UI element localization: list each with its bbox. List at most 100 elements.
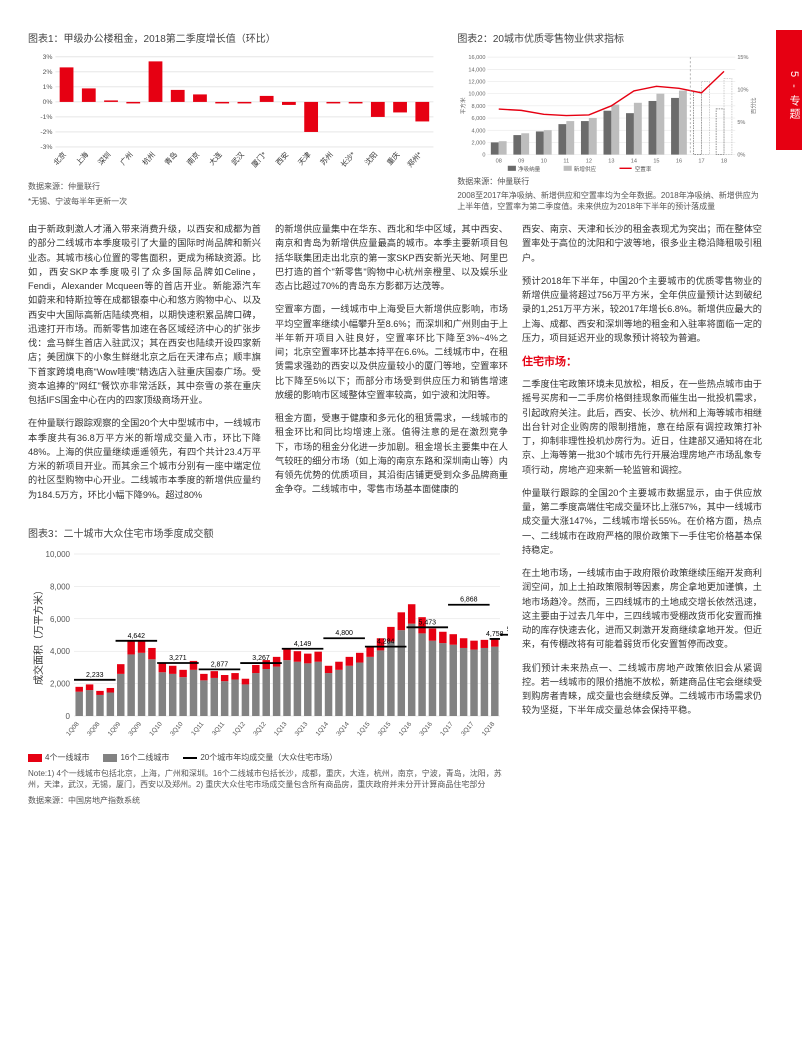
svg-text:15: 15: [654, 159, 660, 165]
svg-text:4,284: 4,284: [377, 638, 395, 645]
chart3-title: 图表3：二十城市大众住宅市场季度成交额: [28, 525, 508, 540]
svg-text:1Q17: 1Q17: [439, 720, 455, 737]
svg-text:3Q10: 3Q10: [169, 720, 185, 737]
svg-text:3Q11: 3Q11: [211, 720, 227, 737]
svg-text:3Q08: 3Q08: [86, 720, 102, 737]
svg-text:净吸纳量: 净吸纳量: [518, 165, 541, 173]
svg-text:18: 18: [721, 159, 727, 165]
svg-text:08: 08: [496, 159, 502, 165]
c3p6: 我们预计未来热点一、二线城市房地产政策依旧会从紧调控。若一线城市的限价措施不放松…: [522, 661, 762, 718]
svg-text:成交面积（万平方米）: 成交面积（万平方米）: [32, 585, 45, 685]
chart3-block: 图表3：二十城市大众住宅市场季度成交额 02,0004,0006,0008,00…: [28, 525, 508, 807]
col1: 由于新政刺激人才涌入带来消费升级，以西安和成都为首的部分二线城市本季度吸引了大量…: [28, 222, 261, 511]
svg-text:12: 12: [586, 159, 592, 165]
lg-ln-label: 20个城市年均成交量（大众住宅市场）: [200, 753, 337, 762]
svg-text:14,000: 14,000: [469, 67, 486, 73]
chart2-svg: 02,0004,0006,0008,00010,00012,00014,0001…: [457, 51, 762, 173]
chart3-note: Note:1) 4个一线城市包括北京，上海，广州和深圳。16个二线城市包括长沙，…: [28, 768, 508, 790]
svg-text:郑州*: 郑州*: [405, 150, 424, 169]
c3p3: 二季度住宅政策环境未见放松，相反，在一些热点城市由于摇号买房和一二手房价格倒挂现…: [522, 377, 762, 477]
chart1-note: *无锡、宁波每半年更新一次: [28, 197, 439, 207]
svg-text:1Q08: 1Q08: [65, 720, 81, 737]
c2p3: 租金方面，受惠于健康和多元化的租赁需求，一线城市的租金环比和同比均增速上涨。值得…: [275, 411, 508, 497]
svg-text:1Q11: 1Q11: [190, 720, 206, 737]
c1p1: 由于新政刺激人才涌入带来消费升级，以西安和成都为首的部分二线城市本季度吸引了大量…: [28, 222, 261, 407]
svg-text:2,877: 2,877: [211, 661, 229, 668]
svg-text:11: 11: [564, 159, 570, 165]
c3p4: 仲量联行跟踪的全国20个主要城市数据显示，由于供应放量，第二季度高端住宅成交量环…: [522, 486, 762, 557]
svg-text:3Q12: 3Q12: [252, 720, 268, 737]
svg-text:6,000: 6,000: [50, 615, 71, 624]
svg-text:0%: 0%: [43, 99, 53, 106]
svg-text:2,000: 2,000: [50, 679, 71, 688]
svg-text:3Q15: 3Q15: [377, 720, 393, 737]
svg-text:1Q14: 1Q14: [315, 720, 331, 737]
svg-text:上海: 上海: [74, 150, 91, 167]
residential-hd: 住宅市场：: [522, 354, 762, 371]
chart3-source: 数据来源：中国房地产指数系统: [28, 795, 508, 806]
svg-text:17: 17: [699, 159, 705, 165]
svg-text:重庆: 重庆: [385, 150, 402, 167]
svg-text:1%: 1%: [43, 84, 53, 91]
svg-text:6,000: 6,000: [472, 116, 486, 122]
svg-text:2,233: 2,233: [86, 672, 104, 679]
svg-text:广州: 广州: [118, 150, 134, 167]
col3: 西安、南京、天津和长沙的租金表现尤为突出；而在整体空置率处于高位的沈阳和宁波等地…: [522, 222, 762, 806]
svg-text:4,149: 4,149: [294, 641, 312, 648]
chart1-block: 图表1：甲级办公楼租金，2018第二季度增长值（环比） -3%-2%-1%0%1…: [28, 30, 439, 212]
svg-text:1Q12: 1Q12: [231, 720, 247, 737]
svg-text:1Q16: 1Q16: [398, 720, 414, 737]
svg-text:5,017: 5,017: [507, 627, 508, 634]
svg-text:5,473: 5,473: [419, 619, 437, 626]
svg-text:1Q15: 1Q15: [356, 720, 372, 737]
svg-text:16: 16: [676, 159, 682, 165]
chart1-title: 图表1：甲级办公楼租金，2018第二季度增长值（环比）: [28, 30, 439, 45]
svg-text:2,000: 2,000: [472, 140, 486, 146]
svg-text:16,000: 16,000: [469, 55, 486, 61]
c1p2: 在仲量联行跟踪观察的全国20个大中型城市中，一线城市本季度共有36.8万平方米的…: [28, 416, 261, 502]
svg-text:0: 0: [66, 712, 71, 721]
svg-text:10,000: 10,000: [46, 550, 71, 559]
chart2-title: 图表2：20城市优质零售物业供求指标: [457, 30, 762, 45]
svg-text:沈阳: 沈阳: [363, 150, 379, 167]
svg-text:杭州: 杭州: [140, 150, 156, 167]
svg-text:15%: 15%: [738, 55, 749, 61]
svg-text:1Q18: 1Q18: [481, 720, 497, 737]
c3p5: 在土地市场，一线城市由于政府限价政策继续压缩开发商利润空间，加上土拍政策限制等因…: [522, 566, 762, 652]
c3p1: 西安、南京、天津和长沙的租金表现尤为突出；而在整体空置率处于高位的沈阳和宁波等地…: [522, 222, 762, 265]
svg-text:8,000: 8,000: [472, 104, 486, 110]
svg-text:3Q09: 3Q09: [127, 720, 143, 737]
svg-text:10%: 10%: [738, 88, 749, 94]
svg-text:3,267: 3,267: [252, 655, 270, 662]
c2p2: 空置率方面，一线城市中上海受巨大新增供应影响，市场平均空置率继续小幅攀升至8.6…: [275, 302, 508, 402]
svg-text:12,000: 12,000: [469, 80, 486, 86]
svg-text:大连: 大连: [207, 150, 224, 167]
svg-text:0: 0: [483, 153, 486, 159]
c3p2: 预计2018年下半年，中国20个主要城市的优质零售物业的新增供应量将超过756万…: [522, 274, 762, 345]
svg-text:0%: 0%: [738, 153, 746, 159]
svg-text:3,271: 3,271: [169, 655, 187, 662]
svg-text:厦门*: 厦门*: [250, 150, 269, 169]
svg-text:3Q17: 3Q17: [460, 720, 476, 737]
svg-text:西安: 西安: [274, 150, 290, 167]
col2: 的新增供应量集中在华东、西北和华中区域，其中西安、南京和青岛为新增供应量最高的城…: [275, 222, 508, 511]
svg-text:天津: 天津: [296, 150, 312, 167]
svg-text:新增供应: 新增供应: [574, 165, 597, 173]
svg-text:4,642: 4,642: [128, 633, 146, 640]
svg-text:3%: 3%: [43, 54, 53, 61]
svg-text:8,000: 8,000: [50, 582, 71, 591]
lg-t1-label: 4个一线城市: [45, 753, 89, 762]
svg-text:14: 14: [631, 159, 637, 165]
side-tab: 5 - 专题: [776, 30, 802, 150]
c2p1: 的新增供应量集中在华东、西北和华中区域，其中西安、南京和青岛为新增供应量最高的城…: [275, 222, 508, 293]
svg-text:2%: 2%: [43, 69, 53, 76]
chart2-block: 图表2：20城市优质零售物业供求指标 02,0004,0006,0008,000…: [457, 30, 762, 212]
svg-text:长沙*: 长沙*: [339, 150, 358, 169]
chart3-legend: 4个一线城市 16个二线城市 20个城市年均成交量（大众住宅市场）: [28, 752, 508, 763]
svg-text:3Q14: 3Q14: [335, 720, 351, 737]
chart1-source: 数据来源：仲量联行: [28, 182, 439, 192]
svg-text:4,800: 4,800: [335, 630, 353, 637]
svg-text:1Q10: 1Q10: [148, 720, 164, 737]
svg-text:1Q13: 1Q13: [273, 720, 289, 737]
svg-text:1Q09: 1Q09: [107, 720, 123, 737]
